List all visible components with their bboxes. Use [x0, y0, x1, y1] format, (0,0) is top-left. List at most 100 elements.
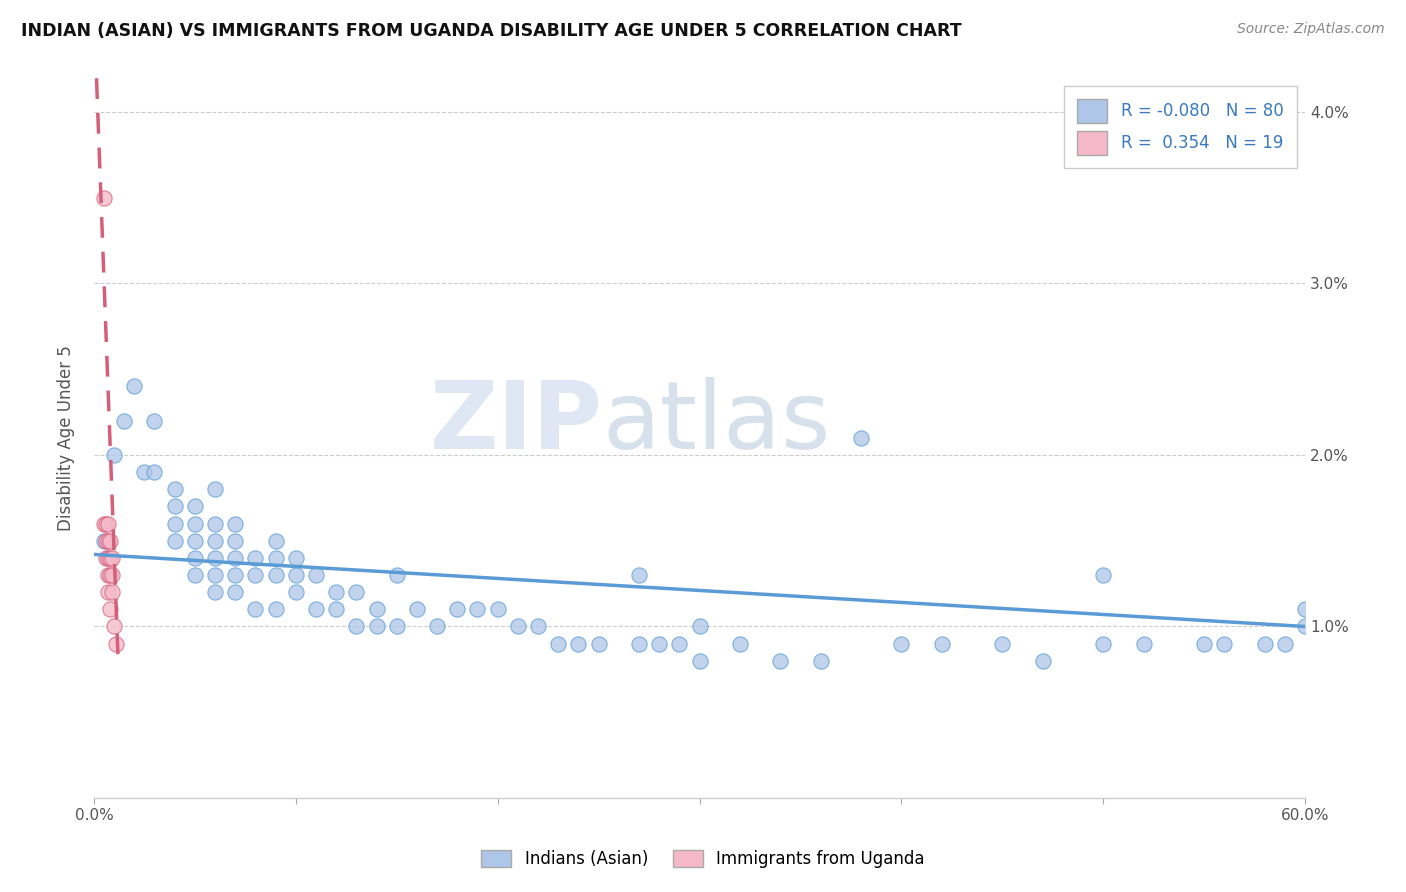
Point — [103, 619, 125, 633]
Point — [224, 585, 246, 599]
Point — [344, 585, 367, 599]
Point — [284, 568, 307, 582]
Point — [204, 516, 226, 531]
Point — [204, 585, 226, 599]
Point — [101, 568, 124, 582]
Point — [184, 568, 207, 582]
Point — [527, 619, 550, 633]
Point — [124, 379, 146, 393]
Point — [105, 637, 128, 651]
Point — [305, 602, 328, 616]
Point — [163, 482, 186, 496]
Point — [93, 190, 115, 204]
Point — [184, 533, 207, 548]
Point — [143, 465, 166, 479]
Point — [97, 550, 120, 565]
Point — [931, 637, 953, 651]
Point — [1294, 602, 1316, 616]
Point — [890, 637, 912, 651]
Point — [627, 568, 650, 582]
Point — [97, 516, 120, 531]
Point — [98, 568, 121, 582]
Point — [98, 550, 121, 565]
Point — [627, 637, 650, 651]
Point — [101, 585, 124, 599]
Point — [163, 533, 186, 548]
Point — [810, 654, 832, 668]
Point — [284, 550, 307, 565]
Text: ZIP: ZIP — [430, 377, 603, 469]
Point — [366, 619, 388, 633]
Point — [264, 533, 287, 548]
Point — [588, 637, 610, 651]
Point — [344, 619, 367, 633]
Point — [245, 602, 267, 616]
Point — [224, 568, 246, 582]
Point — [689, 654, 711, 668]
Point — [1254, 637, 1277, 651]
Point — [1032, 654, 1054, 668]
Point — [426, 619, 449, 633]
Point — [245, 550, 267, 565]
Point — [98, 533, 121, 548]
Text: Source: ZipAtlas.com: Source: ZipAtlas.com — [1237, 22, 1385, 37]
Point — [325, 602, 347, 616]
Point — [134, 465, 156, 479]
Point — [245, 568, 267, 582]
Point — [446, 602, 468, 616]
Point — [1132, 637, 1154, 651]
Point — [385, 619, 408, 633]
Point — [648, 637, 671, 651]
Point — [184, 550, 207, 565]
Point — [224, 550, 246, 565]
Point — [406, 602, 429, 616]
Point — [1294, 619, 1316, 633]
Point — [204, 568, 226, 582]
Point — [284, 585, 307, 599]
Point — [97, 568, 120, 582]
Text: INDIAN (ASIAN) VS IMMIGRANTS FROM UGANDA DISABILITY AGE UNDER 5 CORRELATION CHAR: INDIAN (ASIAN) VS IMMIGRANTS FROM UGANDA… — [21, 22, 962, 40]
Point — [305, 568, 328, 582]
Legend: R = -0.080   N = 80, R =  0.354   N = 19: R = -0.080 N = 80, R = 0.354 N = 19 — [1064, 86, 1296, 168]
Point — [325, 585, 347, 599]
Point — [184, 500, 207, 514]
Point — [264, 602, 287, 616]
Point — [1192, 637, 1215, 651]
Point — [143, 414, 166, 428]
Point — [849, 431, 872, 445]
Point — [567, 637, 589, 651]
Y-axis label: Disability Age Under 5: Disability Age Under 5 — [58, 345, 75, 531]
Point — [689, 619, 711, 633]
Point — [1092, 568, 1115, 582]
Point — [163, 500, 186, 514]
Point — [98, 602, 121, 616]
Point — [668, 637, 690, 651]
Point — [264, 568, 287, 582]
Text: atlas: atlas — [603, 377, 831, 469]
Point — [93, 516, 115, 531]
Point — [224, 533, 246, 548]
Point — [163, 516, 186, 531]
Point — [1274, 637, 1296, 651]
Point — [769, 654, 792, 668]
Point — [506, 619, 529, 633]
Point — [385, 568, 408, 582]
Point — [204, 533, 226, 548]
Point — [101, 550, 124, 565]
Point — [97, 585, 120, 599]
Point — [467, 602, 489, 616]
Point — [547, 637, 569, 651]
Point — [103, 448, 125, 462]
Point — [94, 550, 117, 565]
Point — [486, 602, 509, 616]
Point — [184, 516, 207, 531]
Point — [204, 550, 226, 565]
Point — [366, 602, 388, 616]
Point — [94, 516, 117, 531]
Point — [991, 637, 1014, 651]
Point — [112, 414, 135, 428]
Point — [94, 533, 117, 548]
Point — [97, 533, 120, 548]
Point — [204, 482, 226, 496]
Point — [224, 516, 246, 531]
